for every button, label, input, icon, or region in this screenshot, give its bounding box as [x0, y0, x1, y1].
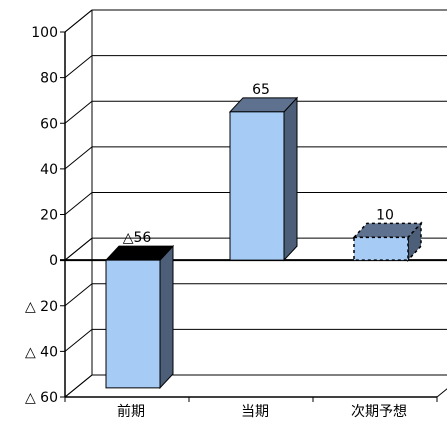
y-tick-label: △ 20 — [25, 299, 58, 315]
gridline-side — [64, 374, 93, 398]
bar-2 — [228, 96, 299, 262]
y-axis-ticks: 100 80 60 40 20 0 △ 20 △ 40 △ 60 — [25, 25, 65, 406]
zero-baseline-side — [64, 237, 93, 261]
bar-front — [105, 259, 161, 389]
x-category-label: 次期予想 — [351, 404, 407, 420]
bar-front — [229, 111, 285, 261]
gridline-side — [64, 328, 93, 352]
y-tick-label: 60 — [40, 116, 58, 132]
y-tick-label: 0 — [49, 253, 58, 269]
bar-side — [159, 244, 174, 390]
data-label: △56 — [123, 230, 152, 246]
gridline-side — [64, 55, 93, 79]
y-tick-label: 40 — [40, 162, 58, 178]
y-tick-label: 100 — [31, 25, 58, 41]
data-label: 65 — [252, 82, 270, 98]
bar-3 — [352, 221, 423, 263]
data-label: 10 — [376, 207, 394, 223]
bars — [104, 96, 423, 390]
bar-1 — [104, 244, 175, 390]
y-tick-label: △ 60 — [25, 390, 58, 406]
y-tick-label: △ 40 — [25, 344, 58, 360]
bar-front — [353, 236, 409, 261]
gridline-side — [64, 9, 93, 33]
y-tick-label: 80 — [40, 71, 58, 87]
x-category-label: 当期 — [241, 404, 269, 420]
data-labels: △56 65 10 — [123, 82, 394, 246]
y-tick-label: 20 — [40, 208, 58, 224]
gridline-side — [64, 283, 93, 307]
gridline-side — [64, 192, 93, 215]
floor-right-edge — [436, 388, 447, 398]
bar-side — [283, 96, 298, 262]
gridline-side — [64, 100, 93, 124]
x-axis-categories: 前期 当期 次期予想 — [64, 397, 438, 420]
x-category-label: 前期 — [117, 403, 145, 420]
gridline-side — [64, 146, 93, 170]
